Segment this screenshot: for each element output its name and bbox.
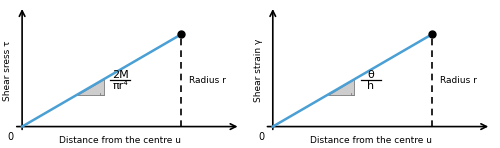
- Text: h: h: [367, 81, 374, 91]
- Polygon shape: [77, 79, 104, 95]
- Polygon shape: [328, 79, 354, 95]
- Text: Distance from the centre u: Distance from the centre u: [59, 136, 181, 145]
- Text: πr⁴: πr⁴: [112, 81, 128, 91]
- Text: 0: 0: [8, 132, 14, 142]
- Text: Radius r: Radius r: [190, 76, 226, 85]
- Text: Shear sress τ: Shear sress τ: [4, 40, 13, 100]
- Text: Shear strain γ: Shear strain γ: [254, 39, 263, 102]
- Text: Distance from the centre u: Distance from the centre u: [310, 136, 432, 145]
- Text: θ: θ: [368, 70, 374, 80]
- Text: Radius r: Radius r: [440, 76, 477, 85]
- Text: 2M: 2M: [112, 70, 128, 80]
- Text: 0: 0: [258, 132, 264, 142]
